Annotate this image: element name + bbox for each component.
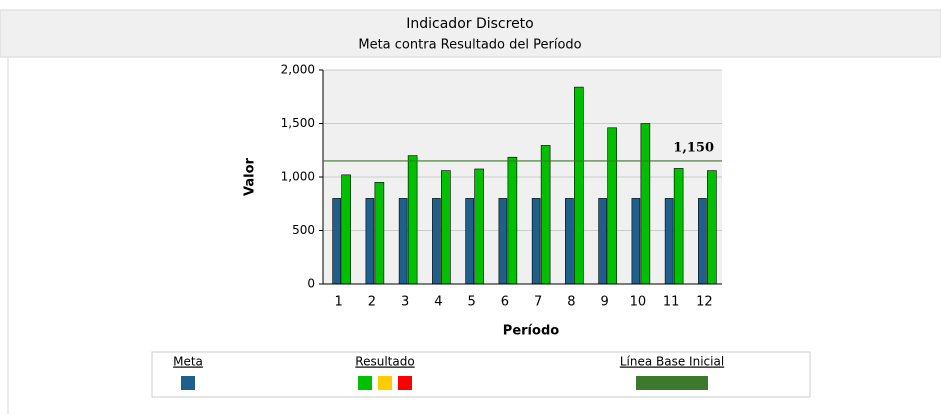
legend-swatch (181, 376, 195, 390)
x-tick-label: 6 (501, 295, 509, 310)
bar (565, 198, 574, 285)
y-tick-label: 500 (292, 223, 315, 237)
bar (341, 174, 351, 285)
legend-label: Resultado (355, 355, 414, 369)
y-tick-label: 2,000 (281, 63, 315, 77)
bar (574, 86, 584, 285)
bar (698, 198, 707, 285)
x-tick-label: 11 (663, 295, 680, 310)
bar (332, 198, 341, 285)
x-tick-label: 12 (696, 295, 713, 310)
bar (631, 198, 641, 285)
bar (540, 145, 551, 285)
bar (407, 155, 418, 285)
x-tick-label: 7 (534, 295, 542, 310)
y-tick-label: 1,000 (281, 170, 315, 184)
bar (531, 198, 541, 285)
x-tick-label: 4 (434, 295, 442, 310)
y-tick-label: 1,500 (281, 116, 315, 130)
x-axis-title: Período (503, 324, 559, 339)
baseline-label: 1,150 (673, 140, 714, 155)
legend-label: Línea Base Inicial (620, 355, 724, 369)
bar (507, 156, 518, 285)
chart-title: Indicador Discreto (406, 16, 534, 32)
legend-swatch (378, 376, 392, 390)
bar (673, 168, 684, 285)
bar (441, 170, 451, 285)
bar (374, 182, 385, 285)
x-tick-label: 2 (368, 295, 376, 310)
bar (664, 198, 674, 285)
y-tick-label: 0 (307, 277, 315, 291)
bar (432, 198, 441, 285)
bar (398, 198, 408, 285)
y-axis-title: Valor (243, 157, 258, 196)
x-tick-label: 5 (467, 295, 475, 310)
x-tick-label: 8 (567, 295, 575, 310)
bar (607, 127, 617, 285)
x-tick-label: 3 (401, 295, 409, 310)
x-tick-label: 1 (334, 295, 342, 310)
chart-subtitle: Meta contra Resultado del Período (358, 38, 581, 53)
legend-swatch (636, 376, 708, 390)
header-bar (0, 9, 941, 58)
bar (365, 198, 375, 285)
bar (465, 198, 474, 285)
bar (598, 198, 607, 285)
bar (474, 168, 484, 285)
x-tick-label: 9 (600, 295, 608, 310)
legend-label: Meta (173, 355, 203, 369)
legend-swatch (358, 376, 372, 390)
bar (498, 198, 508, 285)
bar (707, 170, 717, 285)
bar (640, 123, 651, 285)
legend-swatch (398, 376, 412, 390)
x-tick-label: 10 (630, 295, 647, 310)
